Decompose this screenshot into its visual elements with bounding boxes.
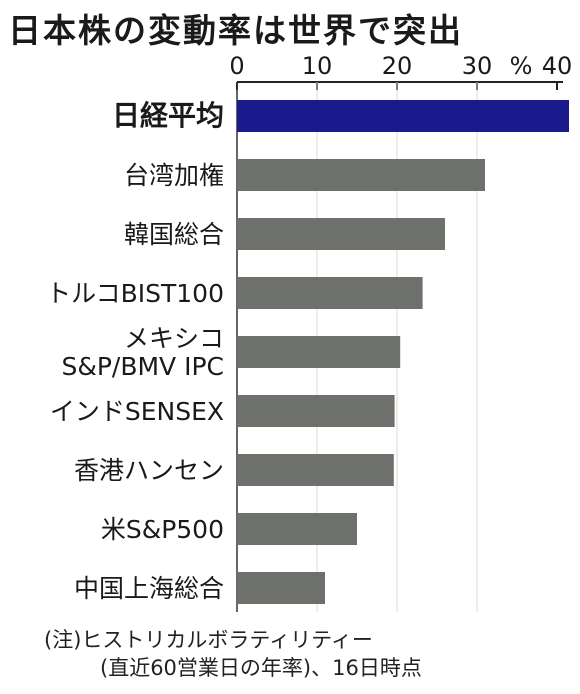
category-label: メキシコ <box>124 324 224 353</box>
category-label: インドSENSEX <box>50 397 224 426</box>
category-label: 香港ハンセン <box>74 456 224 485</box>
bar <box>237 277 423 309</box>
x-tick-label: 0 <box>229 52 244 80</box>
bar <box>237 395 395 427</box>
category-label: 米S&P500 <box>101 515 224 544</box>
category-label: S&P/BMV IPC <box>61 352 224 381</box>
bar <box>237 513 357 545</box>
x-tick-label: 40 <box>542 52 573 80</box>
footnote-2: (直近60営業日の年率)、16日時点 <box>100 656 422 680</box>
bar <box>237 218 445 250</box>
x-tick-label: 20 <box>382 52 413 80</box>
category-label: 中国上海総合 <box>74 574 224 603</box>
category-label: 日経平均 <box>112 99 224 132</box>
bar-highlight <box>237 100 569 132</box>
footnote-1: (注)ヒストリカルボラティリティー <box>44 628 373 652</box>
bar <box>237 336 401 368</box>
x-tick-label: 10 <box>302 52 333 80</box>
bar <box>237 572 325 604</box>
category-label: 韓国総合 <box>124 220 224 249</box>
chart-title: 日本株の変動率は世界で突出 <box>8 11 463 50</box>
bar <box>237 454 394 486</box>
x-tick-label: 30 <box>462 52 493 80</box>
category-label: トルコBIST100 <box>46 279 224 308</box>
category-label: 台湾加権 <box>124 161 224 190</box>
bar <box>237 159 485 191</box>
x-unit-label: % <box>510 52 533 80</box>
